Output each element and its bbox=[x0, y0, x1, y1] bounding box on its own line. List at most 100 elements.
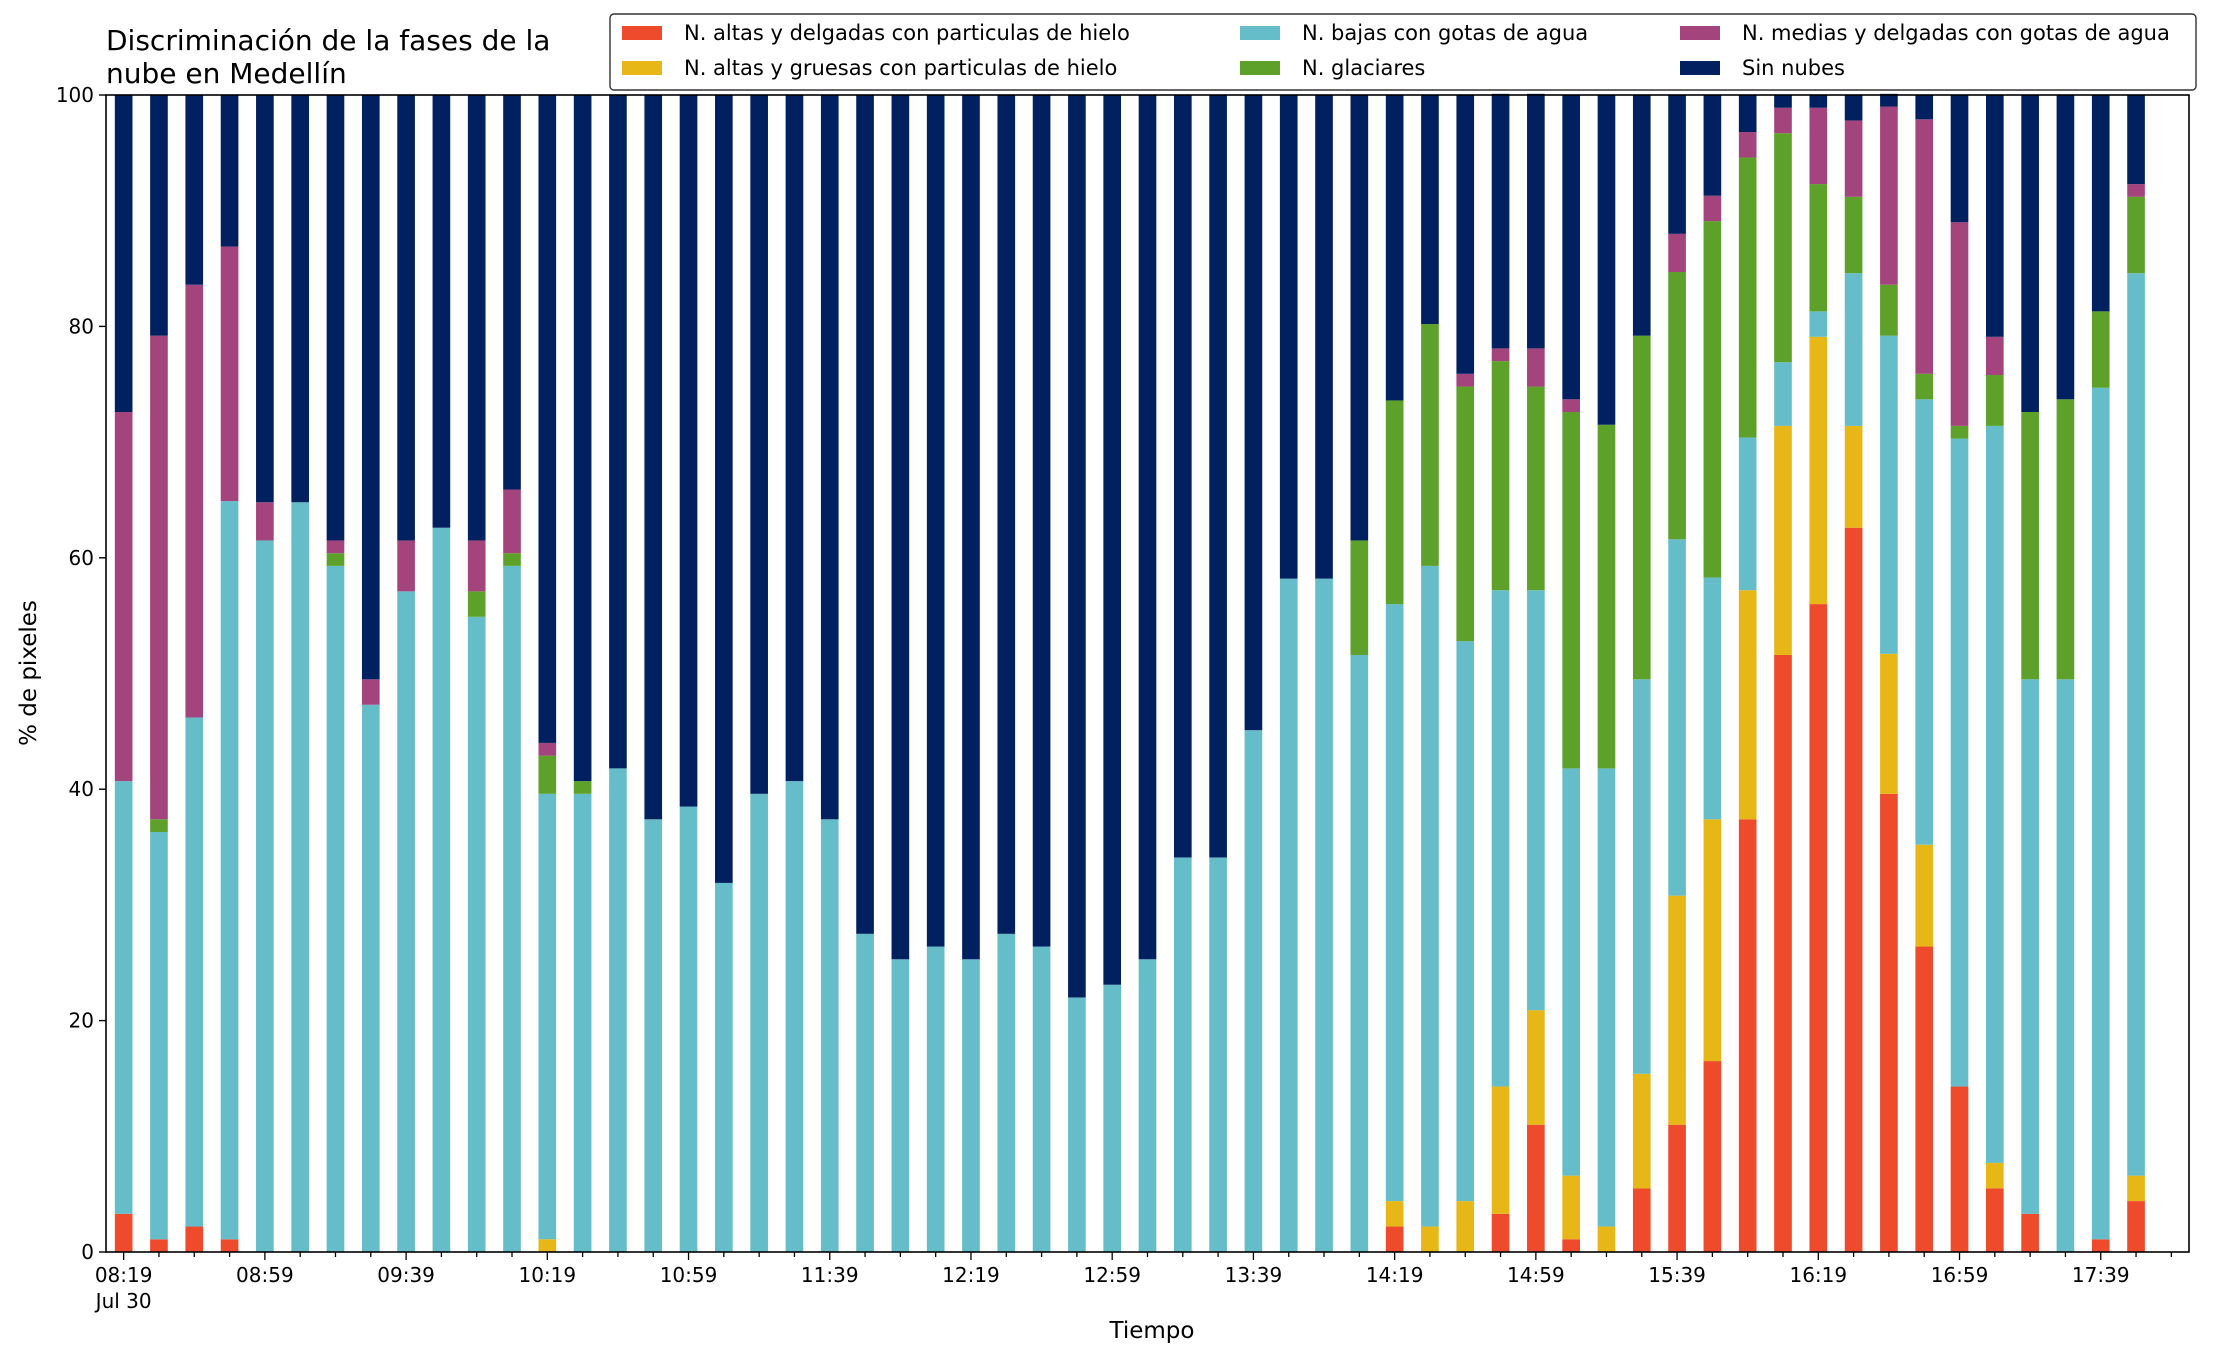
bar-segment-s5-25 bbox=[997, 95, 1016, 934]
bar-segment-s2-26 bbox=[1032, 946, 1051, 1252]
bar-segment-s2-32 bbox=[1244, 730, 1263, 1252]
bar-segment-s2-31 bbox=[1209, 857, 1227, 1252]
bar-segment-s5-57 bbox=[2127, 95, 2145, 185]
bar-segment-s4-48 bbox=[1809, 107, 1828, 185]
bar-segment-s5-18 bbox=[750, 95, 768, 794]
bar-segment-s2-25 bbox=[997, 933, 1016, 1252]
bar-segment-s1-37 bbox=[1421, 1226, 1439, 1252]
bar-segment-s0-43 bbox=[1632, 1188, 1651, 1252]
bar-segment-s4-6 bbox=[326, 540, 345, 554]
bar-segment-s2-9 bbox=[432, 527, 451, 1252]
bar-segment-s1-42 bbox=[1597, 1226, 1616, 1252]
bar-segment-s2-39 bbox=[1491, 590, 1510, 1087]
y-tick-label: 40 bbox=[69, 777, 94, 801]
bar-segment-s2-53 bbox=[1985, 425, 2004, 1163]
bar-segment-s5-22 bbox=[891, 95, 910, 960]
bar-segment-s5-53 bbox=[1985, 95, 2004, 337]
bar-segment-s5-16 bbox=[679, 95, 698, 807]
bar-segment-s1-48 bbox=[1809, 336, 1828, 605]
bar-segment-s2-16 bbox=[679, 806, 698, 1252]
bar-segment-s2-52 bbox=[1950, 438, 1969, 1087]
x-tick-label: 10:59 bbox=[660, 1263, 718, 1287]
bar-segment-s2-4 bbox=[256, 540, 274, 1252]
y-axis: 0 20 40 60 80 100 bbox=[56, 83, 106, 1264]
bar-segment-s2-29 bbox=[1138, 959, 1157, 1252]
bar-segment-s2-43 bbox=[1632, 679, 1651, 1074]
bar-segment-s0-50 bbox=[1880, 793, 1898, 1252]
bar-segment-s4-52 bbox=[1950, 222, 1969, 426]
bar-segment-s1-39 bbox=[1491, 1086, 1510, 1214]
legend-swatch-0 bbox=[622, 26, 662, 40]
bar-segment-s4-8 bbox=[397, 540, 415, 592]
bar-segment-s0-36 bbox=[1385, 1226, 1404, 1252]
bar-segment-s2-14 bbox=[609, 768, 627, 1252]
bar-segment-s5-6 bbox=[326, 95, 345, 541]
bar-segment-s3-42 bbox=[1597, 424, 1616, 769]
bar-segment-s5-7 bbox=[361, 95, 380, 680]
bar-segment-s5-4 bbox=[256, 95, 274, 503]
x-tick-label: 16:59 bbox=[1931, 1263, 1989, 1287]
bar-segment-s5-48 bbox=[1809, 95, 1828, 108]
bar-segment-s5-20 bbox=[820, 95, 839, 820]
bar-segment-s5-2 bbox=[185, 95, 204, 285]
bar-segment-s2-21 bbox=[856, 933, 874, 1252]
bar-segment-s3-40 bbox=[1527, 386, 1545, 591]
bar-segment-s1-49 bbox=[1844, 425, 1863, 528]
bar-segment-s3-35 bbox=[1350, 540, 1369, 655]
bars-layer bbox=[114, 93, 2145, 1252]
bar-segment-s5-34 bbox=[1315, 95, 1333, 579]
bar-segment-s5-33 bbox=[1279, 95, 1298, 579]
bar-segment-s1-53 bbox=[1985, 1162, 2004, 1189]
bar-segment-s2-46 bbox=[1738, 437, 1757, 591]
legend-swatch-3 bbox=[1240, 61, 1280, 75]
bar-segment-s2-11 bbox=[503, 565, 521, 1252]
bar-segment-s1-36 bbox=[1385, 1201, 1404, 1227]
bar-segment-s1-40 bbox=[1527, 1010, 1545, 1125]
bar-segment-s3-48 bbox=[1809, 184, 1828, 312]
bar-segment-s0-41 bbox=[1562, 1239, 1580, 1252]
bar-segment-s5-26 bbox=[1032, 95, 1051, 947]
x-tick-label: 15:39 bbox=[1648, 1263, 1706, 1287]
bar-segment-s4-4 bbox=[256, 502, 274, 541]
x-tick-label: 10:19 bbox=[518, 1263, 576, 1287]
bar-segment-s3-47 bbox=[1774, 133, 1792, 363]
bar-segment-s2-47 bbox=[1774, 362, 1792, 426]
legend-label-4: N. medias y delgadas con gotas de agua bbox=[1742, 21, 2170, 45]
y-tick-label: 100 bbox=[56, 83, 94, 107]
bar-segment-s2-22 bbox=[891, 959, 910, 1252]
bar-segment-s3-53 bbox=[1985, 374, 2004, 426]
x-tick-label: 09:39 bbox=[377, 1263, 435, 1287]
bar-segment-s4-40 bbox=[1527, 348, 1545, 387]
bar-segment-s4-49 bbox=[1844, 120, 1863, 197]
legend-frame bbox=[609, 13, 2197, 91]
bar-segment-s2-55 bbox=[2056, 679, 2075, 1252]
bar-segment-s0-51 bbox=[1915, 946, 1934, 1252]
bar-segment-s0-56 bbox=[2091, 1239, 2110, 1252]
bar-segment-s2-49 bbox=[1844, 273, 1863, 426]
bar-segment-s5-50 bbox=[1880, 93, 1898, 107]
legend-swatch-5 bbox=[1680, 61, 1720, 75]
bar-segment-s4-51 bbox=[1915, 119, 1934, 374]
bar-segment-s5-32 bbox=[1244, 95, 1263, 731]
bar-segment-s5-43 bbox=[1632, 95, 1651, 336]
y-tick-label: 80 bbox=[69, 314, 94, 338]
bar-segment-s3-49 bbox=[1844, 196, 1863, 274]
bar-segment-s2-1 bbox=[150, 832, 168, 1240]
bar-segment-s5-8 bbox=[397, 95, 415, 541]
bar-segment-s2-20 bbox=[820, 819, 839, 1252]
bar-segment-s5-38 bbox=[1456, 95, 1475, 374]
bar-segment-s5-39 bbox=[1491, 93, 1510, 349]
bar-segment-s5-23 bbox=[926, 95, 945, 947]
bar-segment-s0-45 bbox=[1703, 1061, 1722, 1252]
x-axis-label: Tiempo bbox=[1109, 1318, 1195, 1344]
legend-label-5: Sin nubes bbox=[1742, 56, 1845, 80]
bar-segment-s5-24 bbox=[962, 95, 980, 960]
legend-swatch-1 bbox=[622, 61, 662, 75]
legend-label-0: N. altas y delgadas con particulas de hi… bbox=[684, 21, 1130, 45]
bar-segment-s2-48 bbox=[1809, 311, 1828, 337]
bar-segment-s2-40 bbox=[1527, 590, 1545, 1011]
bar-segment-s3-54 bbox=[2021, 412, 2039, 680]
bar-segment-s2-56 bbox=[2091, 387, 2110, 1240]
bar-segment-s2-18 bbox=[750, 793, 768, 1252]
